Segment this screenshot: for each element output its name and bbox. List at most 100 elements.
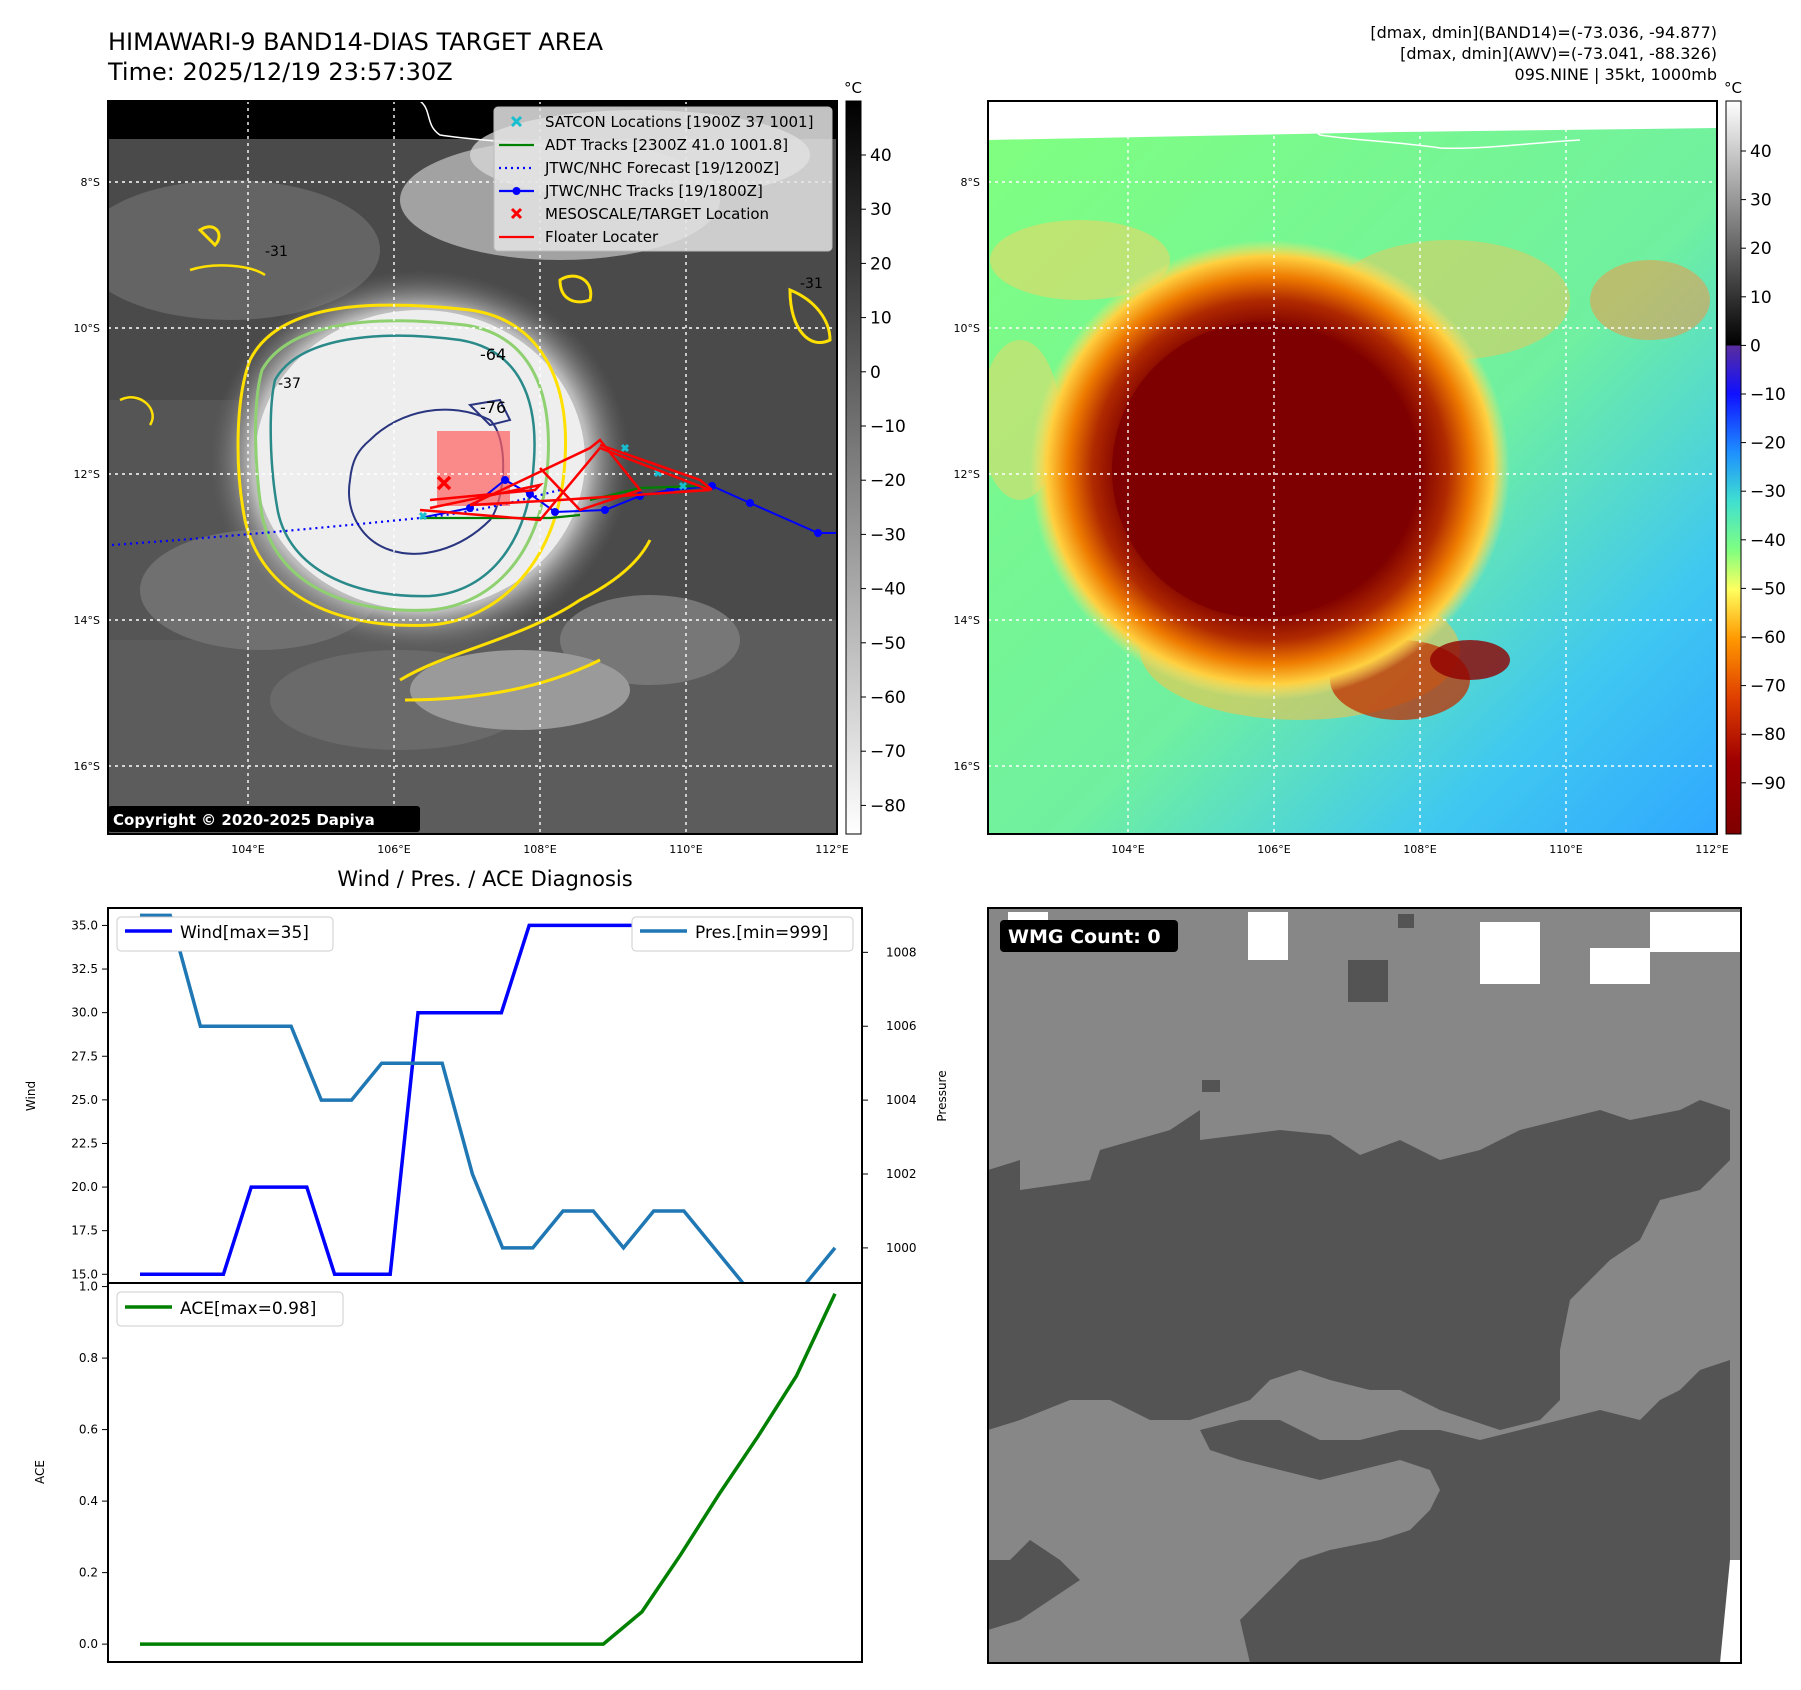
- colorbar-tick-label: 40: [1750, 142, 1772, 162]
- ace-chart: 0.0 0.2 0.4 0.6 0.8 1.0 ACE ACE[max=0.98]: [33, 1280, 863, 1663]
- colorbar-tick-label: −10: [1750, 385, 1786, 405]
- wind-legend: Wind[max=35]: [116, 916, 334, 952]
- legend-entry: JTWC/NHC Forecast [19/1200Z]: [499, 159, 779, 177]
- latitude-tick-label: 8°S: [961, 176, 980, 189]
- legend-label: SATCON Locations [1900Z 37 1001]: [545, 113, 813, 131]
- awv-map-panel: °C 40 30 20 10 0 −10 −20 −30 −40 −50 −60 −70 −80 −90: [987, 79, 1786, 835]
- stats-band14: [dmax, dmin](BAND14)=(-73.036, -94.877): [1370, 23, 1717, 42]
- copyright-badge: [108, 806, 420, 832]
- copyright-text: Copyright © 2020-2025 Dapiya: [113, 811, 375, 829]
- ir-colorbar: [845, 100, 862, 835]
- awv-map-frame: [987, 100, 1718, 835]
- colorbar-tick-label: −90: [1750, 774, 1786, 794]
- colorbar-tick-label: 30: [1750, 191, 1772, 211]
- colorbar-tick-label: −50: [870, 634, 906, 654]
- latitude-tick-label: 16°S: [954, 760, 980, 773]
- ace-tick-label: 0.8: [79, 1351, 98, 1365]
- ace-tick-label: 0.4: [79, 1494, 98, 1508]
- longitude-tick-label: 106°E: [1257, 843, 1290, 856]
- longitude-tick-label: 108°E: [1403, 843, 1436, 856]
- wind-tick-label: 20.0: [71, 1180, 98, 1194]
- legend-entry: MESOSCALE/TARGET Location: [510, 205, 769, 223]
- latitude-tick-label: 10°S: [74, 322, 100, 335]
- latitude-tick-label: 8°S: [81, 176, 100, 189]
- ace-series-line: [140, 1292, 837, 1646]
- ace-tick-label: 1.0: [79, 1280, 98, 1294]
- wind-tick-label: 30.0: [71, 1006, 98, 1020]
- wmg-count-badge: [1000, 920, 1178, 952]
- ace-axis-label: ACE: [33, 1460, 47, 1484]
- wind-pressure-chart: 15.0 17.5 20.0 22.5 25.0 27.5 30.0 32.5 35.0 100…: [24, 907, 949, 1287]
- wind-tick-label: 15.0: [71, 1267, 98, 1281]
- wmg-panel: WMG Count: 0: [987, 907, 1742, 1664]
- longitude-tick-label: 104°E: [231, 843, 264, 856]
- awv-imagery: [988, 101, 1717, 834]
- legend-entry: ADT Tracks [2300Z 41.0 1001.8]: [499, 136, 788, 154]
- legend-entry: SATCON Locations [1900Z 37 1001]: [510, 113, 813, 131]
- colorbar-tick-label: −30: [1750, 482, 1786, 502]
- wind-series-line: [140, 923, 669, 1277]
- legend-x-marker: [510, 115, 523, 128]
- longitude-tick-label: 110°E: [1549, 843, 1582, 856]
- colorbar-tick-label: −80: [1750, 725, 1786, 745]
- legend-label: ADT Tracks [2300Z 41.0 1001.8]: [545, 136, 788, 154]
- legend-entry: JTWC/NHC Tracks [19/1800Z]: [499, 182, 763, 200]
- contour-label: -31: [800, 276, 823, 292]
- colorbar-tick-label: −60: [1750, 628, 1786, 648]
- ir-map-frame: [107, 100, 838, 835]
- colorbar-tick-label: −50: [1750, 579, 1786, 599]
- wmg-imagery: [988, 908, 1741, 1663]
- wind-tick-label: 17.5: [71, 1224, 98, 1238]
- colorbar-tick-label: 0: [870, 363, 881, 383]
- pressure-tick-label: 1000: [886, 1241, 917, 1255]
- floater-locater: [419, 438, 713, 522]
- awv-colorbar-cold: [1725, 344, 1742, 835]
- wind-tick-label: 25.0: [71, 1093, 98, 1107]
- wind-pressure-frame: [107, 907, 863, 1284]
- target-location-marker: [436, 475, 452, 491]
- contour-label: -76: [480, 398, 506, 417]
- legend-dot: [512, 187, 521, 195]
- latitude-tick-label: 12°S: [954, 468, 980, 481]
- ace-tick-label: 0.2: [79, 1566, 98, 1580]
- ace-tick-label: 0.6: [79, 1423, 98, 1437]
- latitude-tick-label: 14°S: [954, 614, 980, 627]
- colorbar-tick-label: −60: [870, 688, 906, 708]
- ace-frame: [107, 1282, 863, 1663]
- legend-entry: Floater Locater: [499, 228, 659, 246]
- figure-title: HIMAWARI-9 BAND14-DIAS TARGET AREA: [108, 28, 604, 56]
- longitude-tick-label: 110°E: [669, 843, 702, 856]
- stats-awv: [dmax, dmin](AWV)=(-73.041, -88.326): [1400, 44, 1717, 63]
- longitude-tick-label: 104°E: [1111, 843, 1144, 856]
- pressure-axis-label: Pressure: [935, 1070, 949, 1121]
- colorbar-tick-label: 10: [1750, 288, 1772, 308]
- pressure-tick-label: 1006: [886, 1019, 917, 1033]
- latitude-tick-label: 10°S: [954, 322, 980, 335]
- awv-colorbar-warm: [1725, 100, 1742, 346]
- ir-colorbar-unit: °C: [844, 79, 862, 97]
- wind-tick-label: 27.5: [71, 1049, 98, 1063]
- storm-info: 09S.NINE | 35kt, 1000mb: [1515, 65, 1717, 84]
- wind-tick-label: 35.0: [71, 918, 98, 932]
- awv-colorbar-unit: °C: [1724, 79, 1742, 97]
- colorbar-tick-label: −20: [870, 471, 906, 491]
- colorbar-tick-label: −70: [1750, 677, 1786, 697]
- pressure-tick-label: 1008: [886, 945, 917, 959]
- colorbar-tick-label: 10: [870, 309, 892, 329]
- ace-legend-label: ACE[max=0.98]: [180, 1299, 316, 1319]
- contour-label: -64: [480, 345, 506, 364]
- wind-tick-label: 32.5: [71, 962, 98, 976]
- legend-label: Floater Locater: [545, 228, 659, 246]
- latitude-tick-label: 14°S: [74, 614, 100, 627]
- ace-legend: ACE[max=0.98]: [116, 1291, 344, 1327]
- pressure-tick-label: 1004: [886, 1093, 917, 1107]
- colorbar-tick-label: −10: [870, 417, 906, 437]
- longitude-tick-label: 108°E: [523, 843, 556, 856]
- colorbar-tick-label: −30: [870, 525, 906, 545]
- colorbar-tick-label: −20: [1750, 434, 1786, 454]
- colorbar-tick-label: −40: [1750, 531, 1786, 551]
- legend-label: MESOSCALE/TARGET Location: [545, 205, 769, 223]
- colorbar-tick-label: 20: [870, 254, 892, 274]
- colorbar-tick-label: 30: [870, 200, 892, 220]
